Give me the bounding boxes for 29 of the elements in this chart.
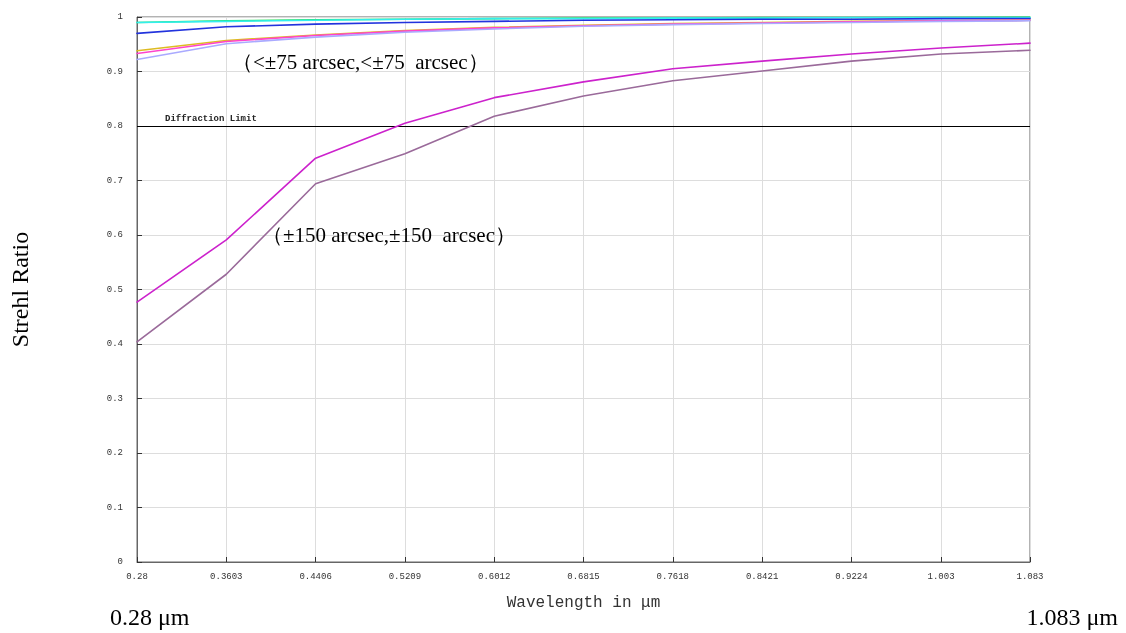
x-tick-label: 1.003: [927, 571, 955, 582]
text: 0.28 μm: [110, 604, 190, 630]
x-tick-label: 0.28: [126, 571, 148, 582]
annotation: （<±75 arcsec,<±75 arcsec）: [232, 50, 489, 74]
y-tick-label: 0.3: [106, 393, 123, 404]
y-tick-label: 0.4: [106, 339, 123, 349]
y-tick-label: 0: [117, 557, 123, 567]
y-tick-label: 0.7: [106, 175, 123, 186]
x-tick-label: 0.5209: [388, 571, 422, 582]
x-axis-title: Wavelength in μm: [506, 594, 661, 612]
y-tick-label: 0.1: [106, 502, 123, 513]
y-tick-label: 0.8: [106, 121, 123, 131]
ref-line-label: Diffraction Limit: [165, 113, 257, 124]
y-tick-label: 0.2: [106, 448, 123, 458]
x-tick-label: 0.7618: [656, 571, 689, 582]
text: 1.083 μm: [1026, 604, 1119, 630]
y-tick-label: 0.9: [106, 66, 123, 77]
x-tick-label: 1.083: [1016, 571, 1044, 582]
y-axis-title: Strehl Ratio: [7, 231, 33, 348]
y-tick-label: 1: [117, 12, 123, 22]
x-tick-label: 0.3603: [210, 571, 243, 582]
annotation: （±150 arcsec,±150 arcsec）: [262, 223, 516, 247]
x-tick-label: 0.4406: [299, 571, 332, 582]
y-tick-label: 0.5: [106, 284, 123, 295]
x-tick-label: 0.9224: [835, 571, 868, 582]
x-tick-label: 0.8421: [745, 571, 779, 582]
y-tick-label: 0.6: [106, 230, 123, 240]
x-tick-label: 0.6815: [567, 571, 600, 582]
x-tick-label: 0.6012: [478, 571, 511, 582]
